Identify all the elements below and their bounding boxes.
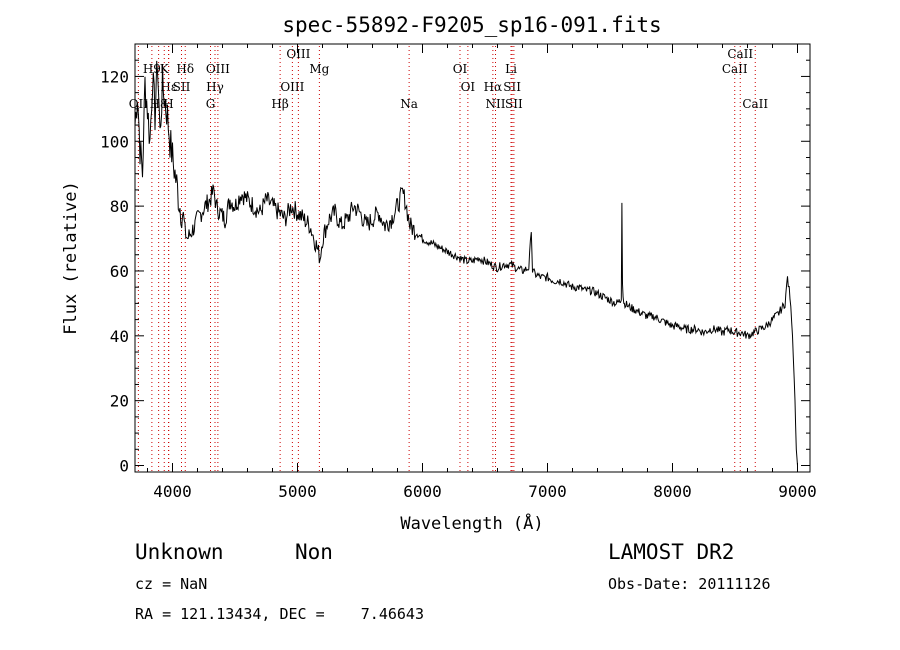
line-marker-label: OI xyxy=(453,62,468,76)
x-tick-label: 7000 xyxy=(528,482,567,501)
y-tick-label: 100 xyxy=(100,132,129,151)
x-tick-label: 8000 xyxy=(653,482,692,501)
x-axis-label: Wavelength (Å) xyxy=(400,512,543,534)
line-marker-label: CaII xyxy=(742,97,768,111)
survey-name: LAMOST DR2 xyxy=(608,540,735,564)
chart-title: spec-55892-F9205_sp16-091.fits xyxy=(282,13,661,37)
line-marker-label: Hδ xyxy=(176,62,194,76)
x-tick-label: 6000 xyxy=(403,482,442,501)
line-marker-label: OI xyxy=(461,80,476,94)
y-tick-label: 80 xyxy=(110,197,129,216)
x-tick-label: 5000 xyxy=(278,482,317,501)
line-marker-label: Hα xyxy=(484,80,503,94)
line-marker-label: NII xyxy=(486,97,506,111)
line-marker-label: Hβ xyxy=(271,97,288,111)
line-marker-label: K xyxy=(160,62,170,76)
y-tick-label: 20 xyxy=(110,392,129,411)
y-tick-label: 120 xyxy=(100,67,129,86)
observation-date: Obs-Date: 20111126 xyxy=(608,575,771,593)
line-marker-label: OII xyxy=(129,97,149,111)
axes: 4000 5000 6000 7000 8000 9000 0 20 40 60 80 100 120 xyxy=(100,44,817,501)
line-marker-label: H xyxy=(163,97,173,111)
line-marker-label: OIII xyxy=(206,62,230,76)
line-marker-label: Mg xyxy=(309,62,329,76)
redshift-value: cz = NaN xyxy=(135,575,208,593)
y-tick-label: 0 xyxy=(119,457,129,476)
line-marker-label: SII xyxy=(173,80,191,94)
plot-frame xyxy=(134,43,811,473)
x-tick-label: 4000 xyxy=(153,482,192,501)
y-axis-label: Flux (relative) xyxy=(61,181,81,335)
spectrum-line xyxy=(134,60,798,466)
line-marker-label: H9 xyxy=(143,62,161,76)
line-marker-label: Hγ xyxy=(206,80,224,94)
line-marker-label: SII xyxy=(505,97,523,111)
line-marker-label: CaII xyxy=(727,47,753,61)
line-marker-label: OIII xyxy=(286,47,310,61)
line-marker-label: Na xyxy=(400,97,418,111)
object-class: Unknown xyxy=(135,540,224,564)
x-tick-label: 9000 xyxy=(778,482,817,501)
line-marker-label: OIII xyxy=(280,80,304,94)
line-marker-label: G xyxy=(206,97,216,111)
line-marker-label: CaII xyxy=(722,62,748,76)
y-tick-label: 40 xyxy=(110,327,129,346)
line-marker-label: Li xyxy=(505,62,517,76)
object-subclass: Non xyxy=(295,540,333,564)
y-tick-label: 60 xyxy=(110,262,129,281)
coordinates: RA = 121.13434, DEC = 7.46643 xyxy=(135,605,424,623)
line-marker-label: SII xyxy=(503,80,521,94)
